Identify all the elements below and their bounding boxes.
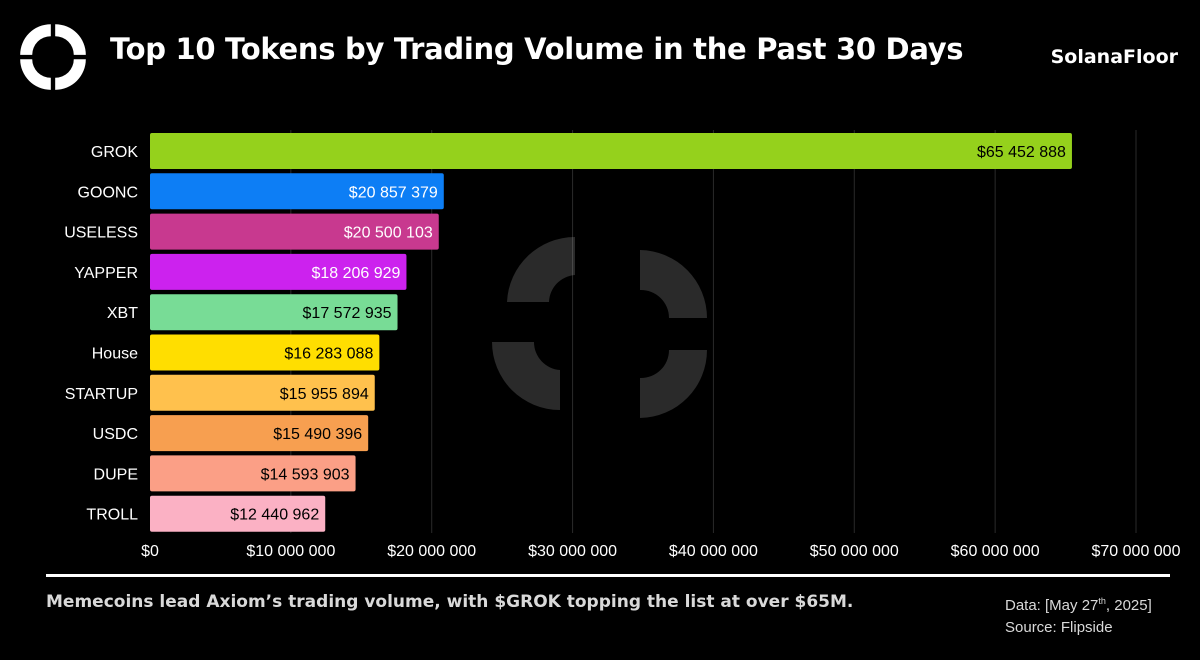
bar-value-label: $20 857 379 [349,184,438,201]
footer-divider [46,574,1170,577]
bar [150,253,407,290]
category-label: GOONC [78,184,138,201]
bar [150,415,369,452]
category-label: DUPE [94,466,138,483]
bar-value-label: $18 206 929 [311,265,400,282]
category-labels: GROK GOONC USELESS YAPPER XBT House STARTUP USD… [64,144,138,524]
category-label: TROLL [86,507,138,524]
bar-value-label: $15 490 396 [273,426,362,443]
data-source: Source: Flipside [1005,619,1113,636]
bar [150,173,444,210]
bar [150,495,326,532]
x-tick-label: $30 000 000 [528,543,617,560]
bar-value-label: $17 572 935 [303,305,392,322]
category-label: House [92,346,138,363]
bar-value-label: $14 593 903 [261,466,350,483]
bar-chart: $65 452 888 $20 857 379 $20 500 103 $18 206… [64,130,1181,560]
data-date: Data: [May 27th, 2025] [1005,596,1152,614]
bars: $65 452 888 $20 857 379 $20 500 103 $18 206… [150,133,1072,532]
bar [150,133,1072,169]
bar-value-label: $65 452 888 [977,144,1066,161]
brand-name: SolanaFloor [1050,46,1178,68]
bar [150,374,375,411]
bar [150,334,380,371]
category-label: YAPPER [74,265,138,282]
bar [150,213,439,250]
chart-title: Top 10 Tokens by Trading Volume in the P… [110,32,964,66]
data-source-note: Data: [May 27th, 2025] Source: Flipside [1005,590,1152,639]
bar-value-label: $12 440 962 [230,507,319,524]
footer-caption: Memecoins lead Axiom’s trading volume, w… [46,592,854,612]
bar-value-label: $16 283 088 [284,346,373,363]
x-tick-label: $50 000 000 [810,543,899,560]
category-label: XBT [107,305,138,322]
x-axis-tick-labels: $0 $10 000 000 $20 000 000 $30 000 000 $40 0… [141,543,1180,560]
x-tick-label: $60 000 000 [951,543,1040,560]
x-tick-label: $70 000 000 [1092,543,1181,560]
x-tick-label: $0 [141,543,159,560]
category-label: GROK [91,144,138,161]
bar [150,455,356,492]
category-label: USDC [93,426,138,443]
category-label: STARTUP [65,386,138,403]
x-tick-label: $40 000 000 [669,543,758,560]
bar-value-label: $20 500 103 [344,225,433,242]
watermark-logo-icon [492,236,707,418]
solanafloor-logo-icon [20,24,86,90]
category-label: USELESS [64,225,138,242]
x-tick-label: $20 000 000 [387,543,476,560]
bar [150,294,398,331]
bar-value-label: $15 955 894 [280,386,369,403]
x-tick-label: $10 000 000 [246,543,335,560]
